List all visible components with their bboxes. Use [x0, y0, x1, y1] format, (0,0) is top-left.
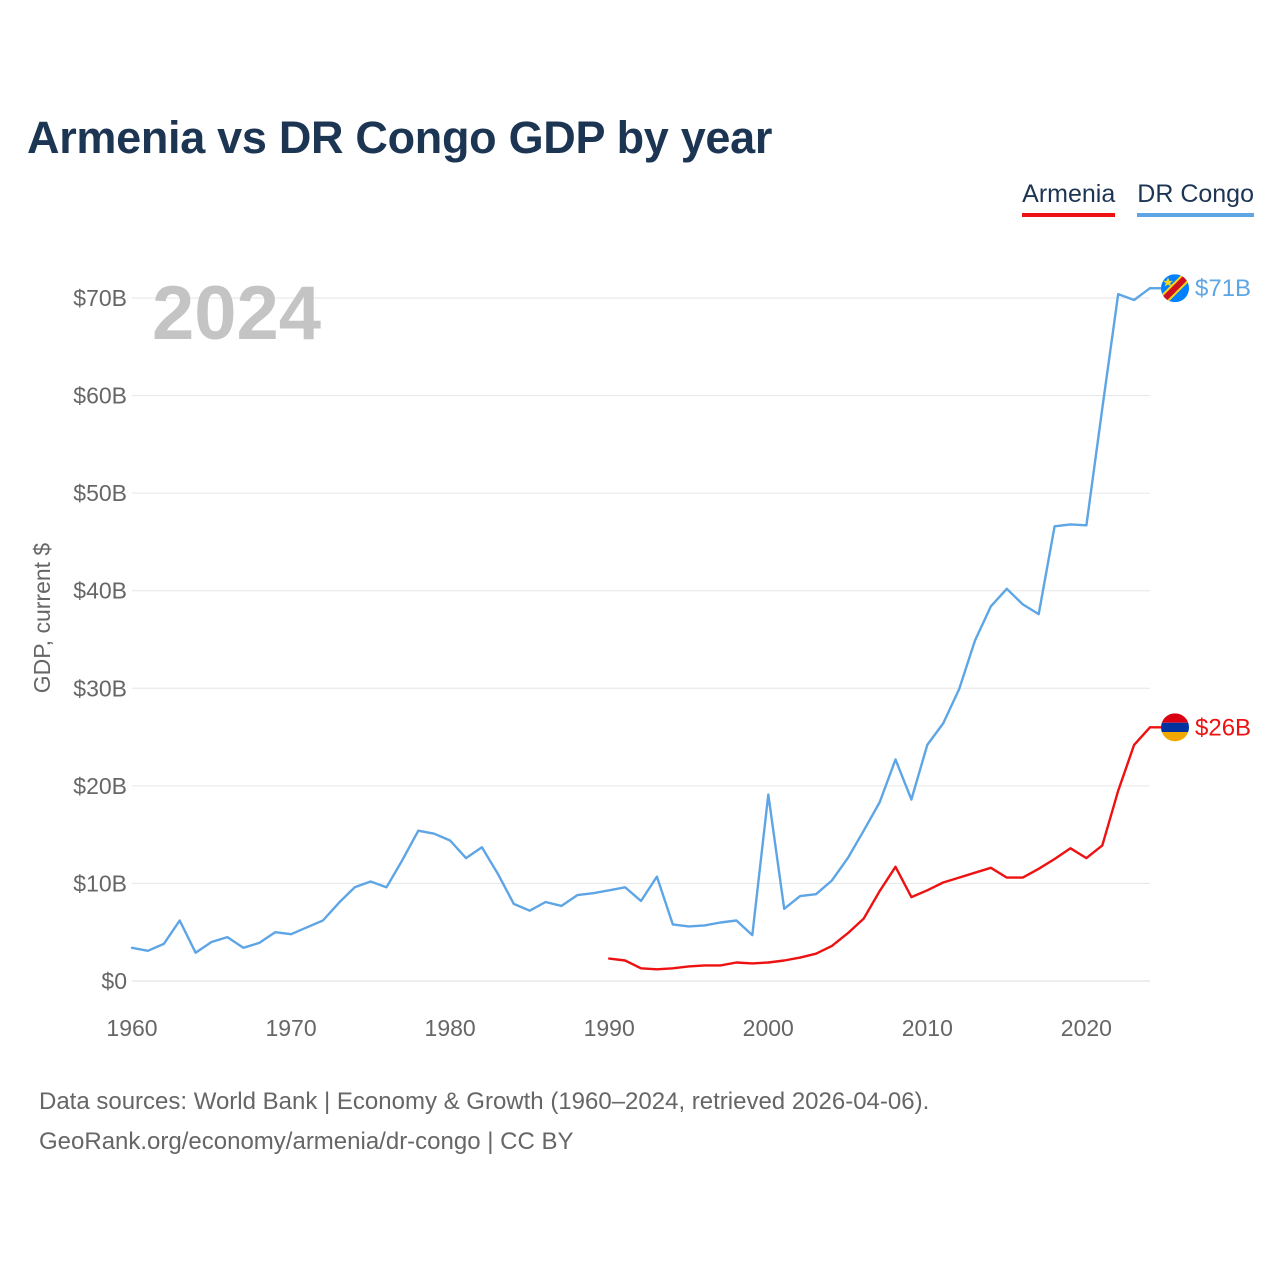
- x-tick-label: 1980: [425, 1015, 476, 1041]
- grid-lines: [132, 297, 1150, 982]
- axes: $0 $10B $20B $30B $40B $50B $60B $70B 1960 1970 19…: [73, 285, 1112, 1041]
- y-tick-label: $50B: [73, 480, 127, 506]
- y-tick-label: $70B: [73, 285, 127, 311]
- y-tick-label: $20B: [73, 773, 127, 799]
- x-tick-label: 1960: [106, 1015, 157, 1041]
- y-tick-label: $10B: [73, 870, 127, 896]
- year-watermark: 2024: [152, 271, 321, 356]
- y-axis-label: GDP, current $: [29, 543, 55, 694]
- legend-dr-congo[interactable]: DR Congo: [1137, 180, 1254, 217]
- series-line-dr-congo: [130, 287, 1152, 954]
- end-value-label-armenia: $26B: [1195, 714, 1251, 741]
- end-markers: $26B $71B: [1150, 274, 1251, 742]
- flag-dr-congo-icon: [1161, 274, 1189, 303]
- series-line-armenia: [608, 726, 1152, 971]
- y-tick-label: $30B: [73, 675, 127, 701]
- footer-sources: Data sources: World Bank | Economy & Gro…: [39, 1088, 930, 1115]
- chart-title: Armenia vs DR Congo GDP by year: [27, 112, 773, 163]
- y-tick-label: $0: [101, 968, 127, 994]
- legend: Armenia DR Congo: [1022, 180, 1254, 217]
- footer: Data sources: World Bank | Economy & Gro…: [39, 1082, 929, 1162]
- legend-armenia[interactable]: Armenia: [1022, 180, 1116, 217]
- x-tick-label: 2020: [1061, 1015, 1112, 1041]
- x-tick-label: 2000: [743, 1015, 794, 1041]
- end-value-label-dr-congo: $71B: [1195, 275, 1251, 302]
- x-tick-label: 2010: [902, 1015, 953, 1041]
- y-tick-label: $60B: [73, 383, 127, 409]
- flag-armenia-icon: [1161, 713, 1189, 742]
- y-tick-label: $40B: [73, 578, 127, 604]
- series: [130, 287, 1152, 971]
- x-tick-label: 1990: [584, 1015, 635, 1041]
- footer-url[interactable]: GeoRank.org/economy/armenia/dr-congo | C…: [39, 1128, 574, 1155]
- x-tick-label: 1970: [265, 1015, 316, 1041]
